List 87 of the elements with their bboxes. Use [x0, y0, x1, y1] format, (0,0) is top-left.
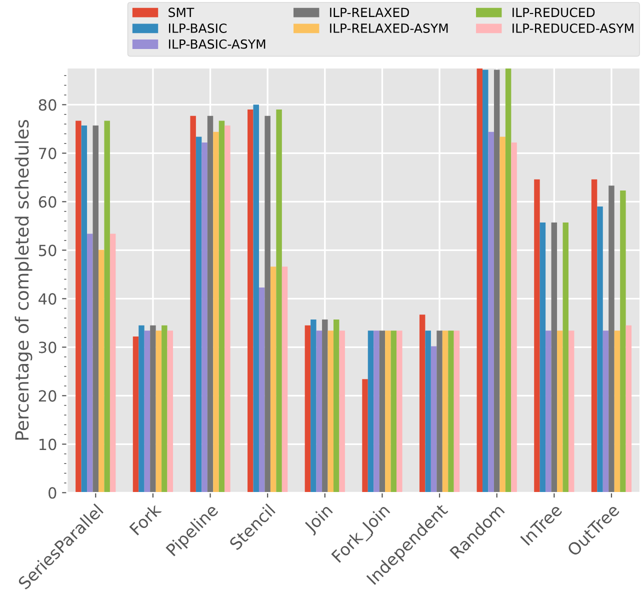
legend-label: ILP-BASIC-ASYM — [168, 39, 266, 49]
bar — [190, 116, 196, 493]
bar — [430, 346, 437, 493]
bar — [138, 325, 144, 493]
bar — [488, 132, 494, 493]
bar — [419, 314, 426, 493]
bar — [436, 330, 442, 493]
bar — [608, 186, 614, 493]
y-tick-label: 10 — [39, 438, 56, 450]
bar — [562, 222, 568, 493]
y-axis-title: Percentage of completed schedules — [14, 120, 32, 440]
bar — [494, 70, 500, 493]
bar — [144, 330, 150, 493]
y-tick-label: 50 — [38, 244, 56, 256]
bar — [213, 132, 219, 493]
bar — [81, 126, 88, 493]
bar — [557, 330, 563, 493]
bar — [626, 325, 632, 493]
bar — [150, 325, 156, 493]
bar — [482, 70, 488, 493]
bar — [591, 179, 598, 493]
bar — [568, 330, 574, 493]
bar — [253, 104, 259, 493]
bar — [310, 320, 316, 493]
bar — [540, 222, 546, 493]
bar — [276, 110, 282, 493]
bar — [333, 320, 340, 493]
bar — [270, 266, 276, 493]
bar — [132, 336, 139, 493]
bar — [282, 266, 288, 493]
bar — [546, 330, 552, 493]
bar — [614, 330, 620, 493]
bar — [162, 325, 168, 493]
bar — [110, 234, 116, 493]
bar — [448, 330, 454, 493]
legend-label: ILP-RELAXED-ASYM — [330, 24, 448, 33]
bar — [602, 330, 609, 493]
bar — [156, 330, 162, 493]
bar — [304, 325, 311, 493]
y-tick-label: 0 — [48, 487, 56, 499]
y-tick-label: 30 — [38, 342, 56, 354]
bar — [374, 330, 380, 493]
bar — [476, 68, 483, 493]
bar — [258, 288, 265, 493]
bar — [104, 120, 110, 493]
bar — [362, 379, 368, 493]
bar — [264, 116, 270, 493]
bar — [218, 120, 225, 493]
bar — [339, 330, 345, 493]
bar — [534, 179, 540, 493]
y-tick-label: 60 — [38, 196, 56, 208]
bar — [551, 222, 558, 493]
y-tick-label: 70 — [39, 148, 56, 160]
bar — [425, 330, 431, 493]
bar — [328, 330, 334, 493]
bar — [98, 250, 104, 493]
legend-label: ILP-REDUCED — [512, 8, 595, 18]
bar — [396, 330, 402, 493]
bar — [505, 68, 512, 493]
y-tick-label: 20 — [38, 390, 56, 402]
bar — [92, 126, 98, 493]
bar — [385, 330, 391, 493]
bar — [322, 320, 328, 493]
bar — [224, 126, 230, 493]
legend-label: ILP-BASIC — [168, 24, 227, 33]
bar — [167, 330, 174, 493]
bar — [454, 330, 460, 493]
y-tick-label: 80 — [38, 99, 56, 111]
bar — [500, 136, 506, 493]
bar — [379, 330, 386, 493]
bar — [202, 142, 208, 493]
bar — [368, 330, 374, 493]
legend-label: SMT — [168, 8, 194, 18]
bar — [390, 330, 397, 493]
bar — [207, 116, 214, 493]
bar — [442, 330, 448, 493]
bar — [248, 110, 254, 493]
legend-label: ILP-REDUCED-ASYM — [512, 24, 634, 33]
y-tick-label: 40 — [38, 293, 56, 305]
bar — [76, 120, 82, 493]
bar — [316, 330, 322, 493]
bar — [511, 142, 517, 493]
bar — [620, 190, 626, 493]
legend-label: ILP-RELAXED — [330, 8, 409, 17]
bar — [196, 136, 202, 493]
bar — [597, 206, 603, 493]
bar — [87, 234, 93, 493]
